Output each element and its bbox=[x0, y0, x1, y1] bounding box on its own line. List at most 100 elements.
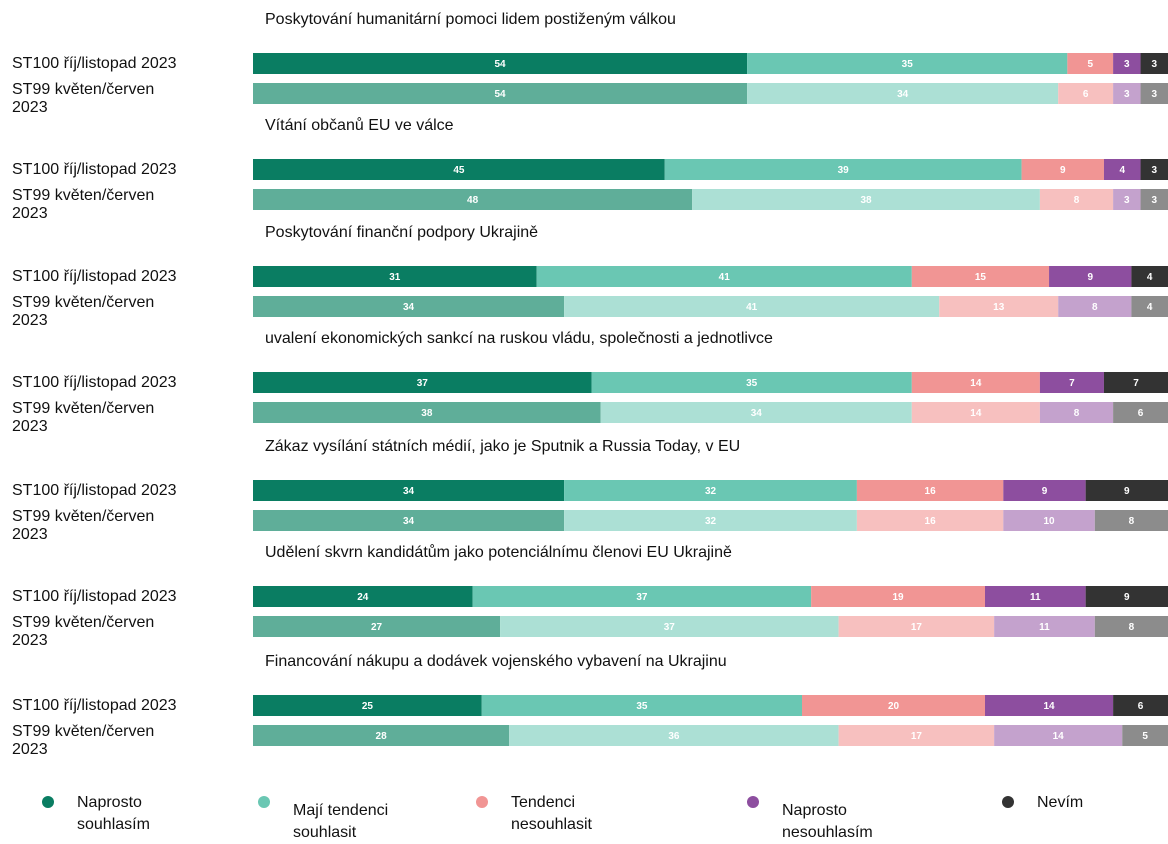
bar-segment bbox=[939, 296, 1059, 317]
bar-segment bbox=[1113, 695, 1168, 716]
group-title: Financování nákupu a dodávek vojenského … bbox=[265, 653, 727, 670]
value-label: 7 bbox=[1133, 378, 1139, 389]
value-label: 48 bbox=[467, 195, 479, 206]
row-label: ST99 květen/červen 2023 bbox=[12, 614, 155, 649]
bar-segment bbox=[1094, 616, 1168, 637]
bar-segment bbox=[509, 725, 839, 746]
bar-segment bbox=[1113, 402, 1168, 423]
value-label: 10 bbox=[1043, 516, 1055, 527]
row-label: ST100 říj/listopad 2023 bbox=[12, 374, 177, 391]
value-label: 24 bbox=[357, 592, 369, 603]
group-title: Poskytování finanční podpory Ukrajině bbox=[265, 224, 539, 241]
value-label: 32 bbox=[705, 486, 717, 497]
value-label: 16 bbox=[925, 486, 937, 497]
value-label: 54 bbox=[494, 59, 506, 70]
value-label: 41 bbox=[746, 302, 758, 313]
bar-segment bbox=[564, 296, 940, 317]
legend-label: Nevím bbox=[1037, 794, 1084, 811]
bar-segment bbox=[911, 402, 1040, 423]
value-label: 34 bbox=[403, 516, 415, 527]
bar-segment bbox=[564, 480, 857, 501]
value-label: 6 bbox=[1083, 89, 1089, 100]
value-label: 5 bbox=[1087, 59, 1093, 70]
value-label: 34 bbox=[751, 408, 763, 419]
legend-dot bbox=[747, 796, 759, 808]
value-label: 35 bbox=[902, 59, 914, 70]
value-label: 38 bbox=[860, 195, 872, 206]
value-label: 38 bbox=[421, 408, 433, 419]
bar-segment bbox=[253, 402, 601, 423]
value-label: 41 bbox=[719, 272, 731, 283]
value-label: 3 bbox=[1151, 165, 1157, 176]
value-label: 31 bbox=[389, 272, 401, 283]
value-label: 34 bbox=[403, 486, 415, 497]
bar-segment bbox=[1113, 83, 1141, 104]
value-label: 20 bbox=[888, 701, 900, 712]
bar-segment bbox=[1039, 402, 1114, 423]
value-label: 3 bbox=[1151, 195, 1157, 206]
bar-segment bbox=[1039, 189, 1114, 210]
bar-segment bbox=[253, 586, 473, 607]
legend-dot bbox=[42, 796, 54, 808]
group-title: Poskytování humanitární pomoci lidem pos… bbox=[265, 11, 676, 28]
bar-segment bbox=[856, 480, 1004, 501]
value-label: 34 bbox=[403, 302, 415, 313]
bar-segment bbox=[253, 480, 565, 501]
bar-segment bbox=[1003, 480, 1086, 501]
value-label: 8 bbox=[1129, 516, 1135, 527]
legend-dot bbox=[258, 796, 270, 808]
value-label: 14 bbox=[970, 408, 982, 419]
value-label: 3 bbox=[1151, 59, 1157, 70]
value-label: 8 bbox=[1074, 408, 1080, 419]
bar-segment bbox=[994, 725, 1123, 746]
bar-segment bbox=[253, 372, 592, 393]
value-label: 3 bbox=[1124, 89, 1130, 100]
value-label: 15 bbox=[975, 272, 987, 283]
bar-segment bbox=[838, 725, 995, 746]
bar-segment bbox=[481, 695, 802, 716]
value-label: 37 bbox=[417, 378, 429, 389]
value-label: 6 bbox=[1138, 408, 1144, 419]
bar-segment bbox=[1094, 510, 1168, 531]
bar-segment bbox=[1039, 372, 1104, 393]
row-label: ST100 říj/listopad 2023 bbox=[12, 697, 177, 714]
value-label: 4 bbox=[1147, 302, 1153, 313]
bar-segment bbox=[600, 402, 912, 423]
bar-segment bbox=[811, 586, 985, 607]
legend-label: Naprosto souhlasím bbox=[77, 794, 150, 833]
bar-segment bbox=[1140, 189, 1168, 210]
value-label: 8 bbox=[1092, 302, 1098, 313]
value-label: 14 bbox=[1053, 731, 1065, 742]
bar-segment bbox=[500, 616, 839, 637]
bar-segment bbox=[253, 53, 748, 74]
row-label: ST100 říj/listopad 2023 bbox=[12, 55, 177, 72]
value-label: 28 bbox=[376, 731, 388, 742]
legend-label: Mají tendenci souhlasit bbox=[293, 802, 389, 841]
bar-segment bbox=[856, 510, 1004, 531]
bar-segment bbox=[985, 586, 1086, 607]
bar-segment bbox=[253, 189, 693, 210]
bar-segment bbox=[253, 83, 748, 104]
row-label: ST100 říj/listopad 2023 bbox=[12, 588, 177, 605]
value-label: 3 bbox=[1124, 195, 1130, 206]
bar-segment bbox=[911, 266, 1050, 287]
value-label: 11 bbox=[1039, 622, 1050, 633]
value-label: 9 bbox=[1087, 272, 1093, 283]
value-label: 37 bbox=[636, 592, 648, 603]
value-label: 3 bbox=[1151, 89, 1157, 100]
bar-segment bbox=[1085, 480, 1168, 501]
value-label: 19 bbox=[893, 592, 905, 603]
bar-segment bbox=[1049, 266, 1132, 287]
row-label: ST99 květen/červen 2023 bbox=[12, 400, 155, 435]
row-label: ST100 říj/listopad 2023 bbox=[12, 482, 177, 499]
bar-segment bbox=[253, 510, 565, 531]
bar-segment bbox=[253, 159, 665, 180]
bar-segment bbox=[1113, 53, 1141, 74]
legend-dot bbox=[1002, 796, 1014, 808]
bar-segment bbox=[1067, 53, 1114, 74]
bar-segment bbox=[1103, 159, 1141, 180]
bar-segment bbox=[591, 372, 912, 393]
group-title: Udělení skvrn kandidátům jako potenciáln… bbox=[265, 544, 732, 561]
bar-segment bbox=[911, 372, 1040, 393]
